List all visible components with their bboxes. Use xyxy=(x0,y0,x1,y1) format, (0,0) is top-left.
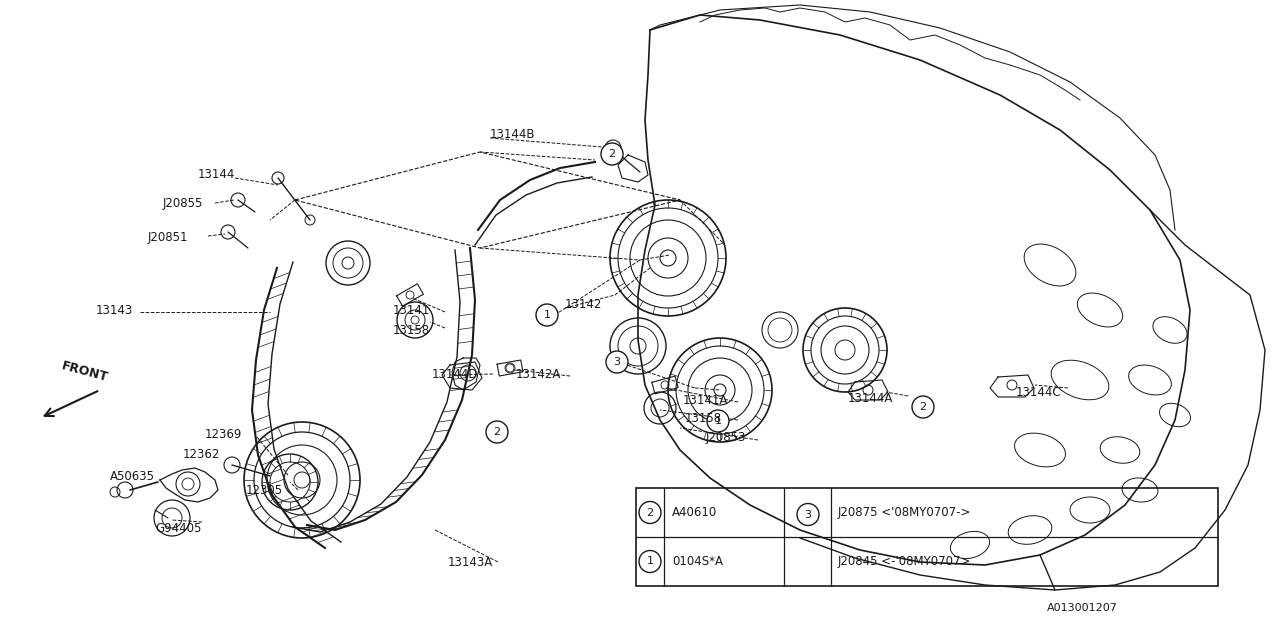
Text: 13144: 13144 xyxy=(198,168,236,182)
Text: J20853: J20853 xyxy=(707,431,746,445)
Text: 1: 1 xyxy=(544,310,550,320)
Text: 13143A: 13143A xyxy=(448,556,493,568)
Circle shape xyxy=(536,304,558,326)
Text: 12369: 12369 xyxy=(205,429,242,442)
Text: 13143: 13143 xyxy=(96,303,133,317)
Text: 13141A: 13141A xyxy=(684,394,728,406)
Text: A013001207: A013001207 xyxy=(1047,603,1117,613)
Text: A50635: A50635 xyxy=(110,470,155,483)
Text: 13144D: 13144D xyxy=(433,369,479,381)
Text: 2: 2 xyxy=(646,508,654,518)
Text: J20855: J20855 xyxy=(163,198,204,211)
Text: 13158: 13158 xyxy=(685,412,722,424)
Circle shape xyxy=(602,143,623,165)
Circle shape xyxy=(911,396,934,418)
Text: J20851: J20851 xyxy=(148,230,188,243)
Text: 13158: 13158 xyxy=(393,323,430,337)
Text: 1: 1 xyxy=(714,416,722,426)
Text: 2: 2 xyxy=(608,149,616,159)
Text: A40610: A40610 xyxy=(672,506,717,519)
Circle shape xyxy=(797,504,819,525)
Circle shape xyxy=(605,351,628,373)
Text: 3: 3 xyxy=(613,357,621,367)
Text: 3: 3 xyxy=(805,509,812,520)
Text: J20845 <-'08MY0707>: J20845 <-'08MY0707> xyxy=(838,555,972,568)
Text: G94405: G94405 xyxy=(155,522,201,534)
Text: 12305: 12305 xyxy=(246,483,283,497)
Text: 2: 2 xyxy=(493,427,500,437)
Text: 13142A: 13142A xyxy=(516,369,562,381)
Text: FRONT: FRONT xyxy=(60,360,110,385)
Text: J20875 <'08MY0707->: J20875 <'08MY0707-> xyxy=(838,506,972,519)
Bar xyxy=(636,488,1219,586)
Text: 1: 1 xyxy=(646,557,654,566)
Circle shape xyxy=(639,502,660,524)
Text: 13144A: 13144A xyxy=(849,392,893,404)
Text: 13144C: 13144C xyxy=(1016,387,1061,399)
Circle shape xyxy=(707,410,730,432)
Text: 0104S*A: 0104S*A xyxy=(672,555,723,568)
Text: 13141: 13141 xyxy=(393,303,430,317)
Circle shape xyxy=(486,421,508,443)
Text: 13142: 13142 xyxy=(564,298,603,312)
Text: 2: 2 xyxy=(919,402,927,412)
Text: 12362: 12362 xyxy=(183,449,220,461)
Text: 13144B: 13144B xyxy=(490,129,535,141)
Circle shape xyxy=(639,550,660,573)
